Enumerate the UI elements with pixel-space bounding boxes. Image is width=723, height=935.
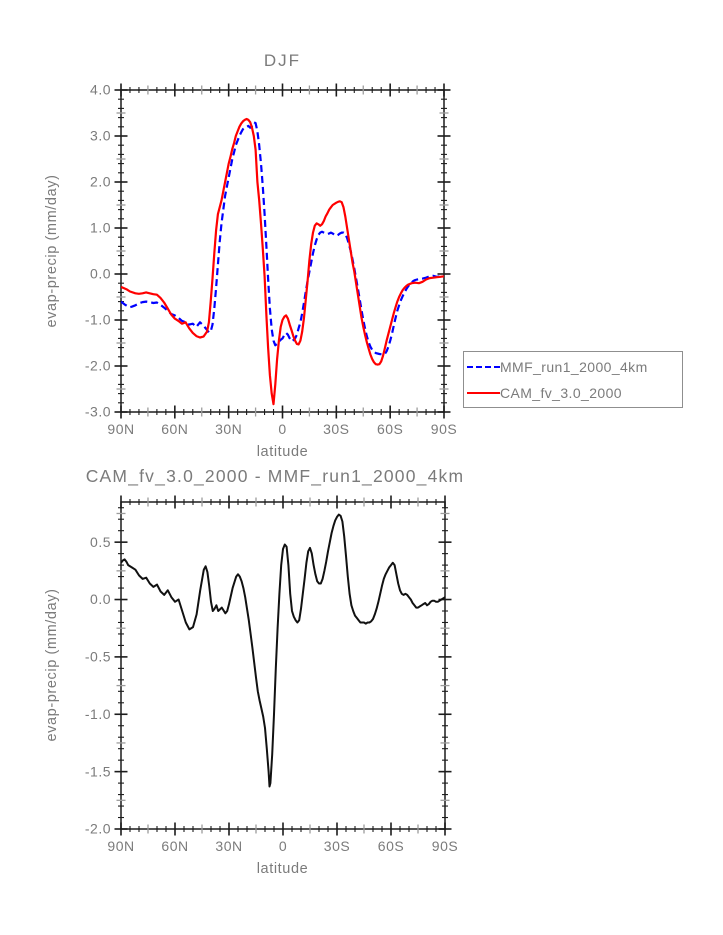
- x-tick-label: 30N: [215, 838, 242, 854]
- x-tick-label: 90N: [107, 838, 134, 854]
- legend-item-mmf: MMF_run1_2000_4km: [464, 354, 682, 380]
- legend-label-cam: CAM_fv_3.0_2000: [500, 384, 622, 401]
- x-tick-label: 0: [278, 421, 286, 437]
- y-tick-label: -2.0: [85, 821, 111, 837]
- x-tick-label: 60S: [377, 421, 403, 437]
- legend-solid-line-sample: [467, 391, 500, 394]
- legend-label-mmf: MMF_run1_2000_4km: [500, 358, 648, 375]
- top-chart-title: DJF: [263, 51, 302, 70]
- top-chart-y-axis-label: evap-precip (mm/day): [44, 174, 60, 328]
- x-tick-label: 90S: [431, 421, 457, 437]
- axis-ticks: [114, 83, 451, 419]
- x-tick-label: 30N: [215, 421, 242, 437]
- y-tick-label: 1.0: [90, 220, 111, 236]
- y-tick-label: 0.5: [90, 534, 111, 550]
- y-tick-label: 2.0: [90, 174, 111, 190]
- series-line-cam-fv-3-0-2000-mmf-run1-2000-4km: [121, 513, 445, 788]
- x-tick-label: 30S: [324, 838, 350, 854]
- y-tick-label: -2.0: [85, 358, 111, 374]
- legend-item-cam: CAM_fv_3.0_2000: [464, 380, 682, 406]
- x-tick-label: 60N: [161, 421, 188, 437]
- top-chart-x-axis-label: latitude: [256, 444, 309, 460]
- y-tick-label: 0.0: [90, 266, 111, 282]
- y-tick-label: 0.0: [90, 591, 111, 607]
- axis-frame: [120, 89, 445, 413]
- series-line-cam-fv-3-0-2000: [121, 117, 444, 406]
- x-tick-label: 90S: [432, 838, 458, 854]
- y-tick-label: -1.0: [85, 312, 111, 328]
- x-tick-label: 30S: [323, 421, 349, 437]
- y-tick-label: -1.0: [85, 706, 111, 722]
- y-tick-label: -1.5: [85, 763, 111, 779]
- y-tick-label: 4.0: [90, 82, 111, 98]
- y-tick-label: -3.0: [85, 404, 111, 420]
- bottom-chart-y-axis-label: evap-precip (mm/day): [44, 588, 60, 742]
- y-tick-label: 3.0: [90, 128, 111, 144]
- x-tick-label: 0: [279, 838, 287, 854]
- legend-box: MMF_run1_2000_4km CAM_fv_3.0_2000: [463, 351, 683, 408]
- y-tick-label: -0.5: [85, 649, 111, 665]
- bottom-chart-x-axis-label: latitude: [256, 861, 309, 877]
- x-tick-label: 60S: [378, 838, 404, 854]
- bottom-chart-title: CAM_fv_3.0_2000 - MMF_run1_2000_4km: [85, 466, 465, 486]
- x-tick-label: 60N: [161, 838, 188, 854]
- legend-dashed-line-sample: [467, 365, 500, 368]
- x-tick-label: 90N: [107, 421, 134, 437]
- axis-ticks: [114, 495, 452, 836]
